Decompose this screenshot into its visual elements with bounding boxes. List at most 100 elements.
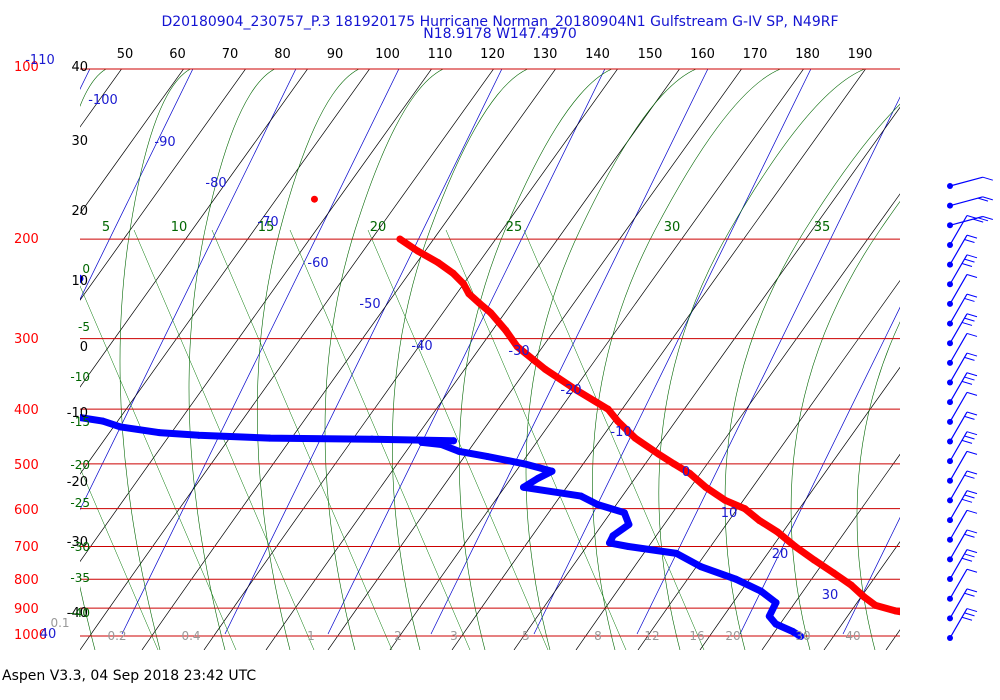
pressure-tick-label: 500	[14, 458, 39, 473]
dewpoint-trace	[80, 274, 805, 640]
wind-barb-flag	[966, 529, 978, 534]
wind-barb-flag	[961, 439, 973, 444]
isotherm-line	[636, 96, 900, 635]
dry-adiabat-line	[823, 541, 900, 650]
temperature-point	[449, 269, 457, 277]
dry-adiabat-line	[80, 69, 184, 215]
pressure-tick-label: 100	[14, 60, 39, 75]
left-scale-label: -30	[67, 535, 88, 550]
mixing-ratio-label: 0.2	[107, 629, 126, 643]
dewpoint-point	[266, 434, 274, 442]
wind-barb-flag	[964, 494, 975, 499]
moist-adiabat-label: 15	[258, 220, 275, 235]
dewpoint-point	[772, 599, 780, 607]
wind-barb-staff	[949, 215, 983, 226]
moist-adiabat-label: 10	[171, 220, 188, 235]
sounding-traces	[10, 195, 927, 640]
temperature-point	[654, 450, 662, 458]
dewpoint-point	[672, 549, 680, 557]
page-subtitle: N18.9178 W147.4970	[423, 26, 577, 42]
isotherm-line	[842, 516, 900, 635]
dewpoint-point	[10, 305, 17, 312]
isotherm-line	[533, 69, 812, 635]
dry-adiabat-line	[761, 453, 900, 650]
dry-adiabat-line	[513, 106, 900, 650]
dewpoint-point	[56, 295, 63, 302]
moist-adiabat-line	[525, 69, 730, 650]
temperature-point	[920, 613, 927, 620]
moist-adiabat-line	[856, 321, 900, 650]
temperature-point	[434, 258, 442, 266]
wind-barb-flag	[966, 293, 978, 298]
isotherm-label: 40	[40, 627, 57, 642]
dewpoint-point	[593, 501, 601, 509]
temperature-point	[631, 434, 639, 442]
wind-barb-flag	[964, 356, 975, 361]
isotherm-line	[430, 69, 709, 635]
wind-barb-flag	[961, 498, 973, 503]
wind-barb-staff	[949, 588, 968, 619]
moist-scale-label: -5	[78, 320, 90, 334]
wind-barb-flag	[966, 234, 978, 239]
dry-adiabat-line	[80, 69, 432, 563]
top-scale-label: 120	[480, 47, 505, 62]
wind-barb-flag	[966, 372, 978, 377]
temperature-point	[396, 235, 404, 243]
moist-adiabat-line	[790, 201, 900, 650]
dewpoint-point	[620, 509, 628, 517]
isotherm-label: -90	[154, 135, 175, 150]
dry-adiabat-line	[575, 193, 900, 650]
dewpoint-point	[548, 467, 556, 475]
wind-barb-flag	[966, 313, 978, 318]
temperature-point	[310, 195, 318, 203]
pressure-tick-label: 600	[14, 503, 39, 518]
dewpoint-point	[195, 431, 203, 439]
temperature-point	[414, 247, 422, 255]
dewpoint-point	[483, 452, 491, 460]
wind-barb-flag	[964, 297, 975, 302]
mixing-ratio-label: 3	[450, 629, 458, 643]
dewpoint-point	[797, 632, 805, 640]
top-scale-label: 100	[375, 47, 400, 62]
wind-barbs	[947, 176, 993, 641]
wind-barb-flag	[966, 490, 978, 495]
wind-barb-staff	[949, 431, 968, 462]
wind-barb-flag	[966, 215, 978, 219]
dry-adiabat-line	[80, 69, 308, 388]
mixing-ratio-label: 1	[307, 629, 315, 643]
temperature-point	[756, 517, 764, 525]
top-scale-label: 190	[848, 47, 873, 62]
dewpoint-point	[521, 460, 529, 468]
wind-barb-flag	[982, 216, 993, 220]
wind-barb-flag	[966, 431, 978, 436]
moist-adiabat-line	[324, 69, 475, 650]
page-title: D20180904_230757_P.3 181920175 Hurricane…	[161, 14, 839, 30]
top-scale-label: 170	[743, 47, 768, 62]
top-scale-label: 80	[274, 47, 291, 62]
dry-adiabat-line	[80, 69, 370, 475]
mixing-ratio-label: 0.1	[50, 616, 69, 630]
wind-barb-flag	[966, 411, 978, 416]
isotherm-line	[327, 69, 606, 635]
dewpoint-point	[625, 520, 633, 528]
pressure-tick-label: 200	[14, 232, 39, 247]
moist-scale-label: -15	[70, 415, 90, 429]
dewpoint-point	[789, 628, 797, 636]
dewpoint-point	[519, 483, 527, 491]
mixing-ratio-label: 2	[394, 629, 402, 643]
dewpoint-point	[609, 532, 617, 540]
mixing-ratio-label: 16	[689, 629, 704, 643]
pressure-tick-label: 400	[14, 403, 39, 418]
mixing-ratio-line	[80, 285, 237, 650]
temperature-point	[513, 343, 521, 351]
wind-barb-staff	[949, 411, 968, 442]
temperature-point	[741, 505, 749, 513]
moist-adiabat-label: 30	[664, 220, 681, 235]
dewpoint-point	[450, 437, 458, 445]
wind-barb-flag	[966, 549, 978, 554]
moist-scale-label: -20	[70, 458, 90, 472]
dry-adiabat-line	[699, 366, 900, 650]
isotherm-label: -30	[508, 344, 529, 359]
wind-barb-flag	[966, 352, 978, 357]
